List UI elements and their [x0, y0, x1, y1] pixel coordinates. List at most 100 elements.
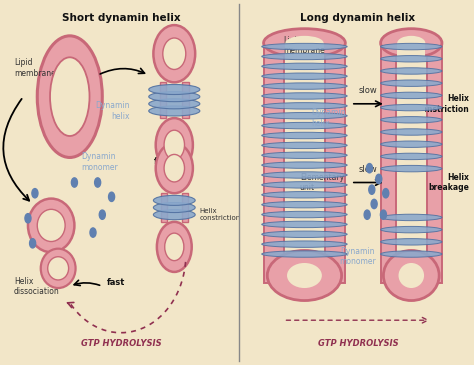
Bar [397, 43, 404, 283]
Text: GTP HYDROLYSIS: GTP HYDROLYSIS [81, 339, 161, 348]
Bar [160, 82, 166, 118]
Circle shape [109, 192, 115, 201]
Text: Helix
dissociation: Helix dissociation [14, 277, 60, 296]
Ellipse shape [381, 55, 442, 62]
Ellipse shape [381, 226, 442, 233]
Ellipse shape [262, 73, 347, 80]
Text: slow: slow [359, 86, 378, 95]
Ellipse shape [381, 251, 442, 257]
Ellipse shape [262, 182, 347, 188]
Ellipse shape [381, 68, 442, 74]
Circle shape [72, 178, 77, 187]
Ellipse shape [262, 152, 347, 158]
Ellipse shape [262, 211, 347, 218]
Ellipse shape [381, 214, 442, 221]
Ellipse shape [149, 92, 200, 102]
Circle shape [383, 189, 389, 198]
Ellipse shape [287, 263, 322, 288]
Ellipse shape [154, 195, 195, 205]
Circle shape [95, 178, 100, 187]
Ellipse shape [48, 257, 69, 280]
Ellipse shape [41, 249, 75, 288]
Bar [285, 43, 295, 283]
Ellipse shape [381, 116, 442, 123]
Circle shape [371, 199, 377, 209]
Text: fast: fast [154, 157, 172, 166]
Text: Helix
constriction: Helix constriction [200, 208, 241, 221]
Text: Dynamin
helix: Dynamin helix [96, 101, 130, 121]
Text: GTP HYDROLYSIS: GTP HYDROLYSIS [318, 339, 398, 348]
Text: Helix
breakage: Helix breakage [428, 173, 469, 192]
Bar [325, 43, 346, 283]
Ellipse shape [285, 36, 324, 50]
Text: Helix
constriction: Helix constriction [418, 94, 469, 114]
Ellipse shape [154, 210, 195, 220]
Ellipse shape [381, 141, 442, 147]
Ellipse shape [262, 201, 347, 208]
Ellipse shape [267, 250, 342, 300]
Ellipse shape [262, 43, 347, 50]
Bar [381, 43, 396, 283]
Ellipse shape [262, 241, 347, 247]
Ellipse shape [163, 38, 186, 69]
Ellipse shape [262, 83, 347, 89]
Ellipse shape [37, 36, 102, 157]
Ellipse shape [262, 93, 347, 99]
Ellipse shape [164, 233, 184, 261]
Ellipse shape [262, 122, 347, 129]
Ellipse shape [164, 154, 184, 182]
Ellipse shape [381, 29, 442, 57]
Ellipse shape [262, 251, 347, 257]
Bar [404, 43, 419, 283]
Bar [314, 43, 324, 283]
Ellipse shape [381, 80, 442, 87]
Text: slow: slow [359, 165, 378, 173]
Ellipse shape [149, 84, 200, 95]
Ellipse shape [262, 231, 347, 238]
Circle shape [381, 210, 386, 219]
Circle shape [364, 210, 370, 219]
Text: Elementary
unit: Elementary unit [300, 173, 344, 192]
Text: Dynamin
monomer: Dynamin monomer [339, 247, 376, 266]
Ellipse shape [50, 57, 90, 136]
Ellipse shape [37, 209, 65, 242]
Ellipse shape [262, 103, 347, 109]
Ellipse shape [381, 92, 442, 99]
Ellipse shape [149, 106, 200, 116]
Circle shape [366, 164, 373, 173]
Ellipse shape [262, 192, 347, 198]
Ellipse shape [28, 199, 74, 252]
Ellipse shape [149, 99, 200, 109]
Bar [264, 43, 284, 283]
Ellipse shape [262, 221, 347, 228]
Text: Long dynamin helix: Long dynamin helix [301, 12, 415, 23]
Circle shape [32, 189, 38, 198]
Ellipse shape [155, 118, 193, 172]
Ellipse shape [264, 29, 346, 57]
Ellipse shape [262, 172, 347, 178]
Text: Dynamin
monomer: Dynamin monomer [82, 152, 118, 172]
Ellipse shape [381, 129, 442, 135]
Text: Short dynamin helix: Short dynamin helix [62, 12, 180, 23]
Ellipse shape [262, 132, 347, 139]
Text: Lipid
membrane: Lipid membrane [14, 58, 56, 78]
Ellipse shape [397, 36, 425, 50]
Ellipse shape [381, 165, 442, 172]
Ellipse shape [262, 162, 347, 168]
Ellipse shape [262, 63, 347, 70]
Bar [161, 193, 167, 222]
Ellipse shape [262, 53, 347, 59]
Bar [427, 43, 442, 283]
Ellipse shape [381, 239, 442, 245]
Text: Dynamin
helix: Dynamin helix [311, 108, 346, 128]
Ellipse shape [381, 104, 442, 111]
Text: Lipid
membrane: Lipid membrane [283, 36, 325, 55]
Text: fast: fast [107, 278, 126, 287]
Ellipse shape [262, 112, 347, 119]
Ellipse shape [164, 130, 184, 160]
Circle shape [29, 239, 36, 248]
Ellipse shape [157, 222, 191, 272]
Circle shape [369, 185, 375, 194]
Ellipse shape [154, 25, 195, 82]
Circle shape [90, 228, 96, 237]
